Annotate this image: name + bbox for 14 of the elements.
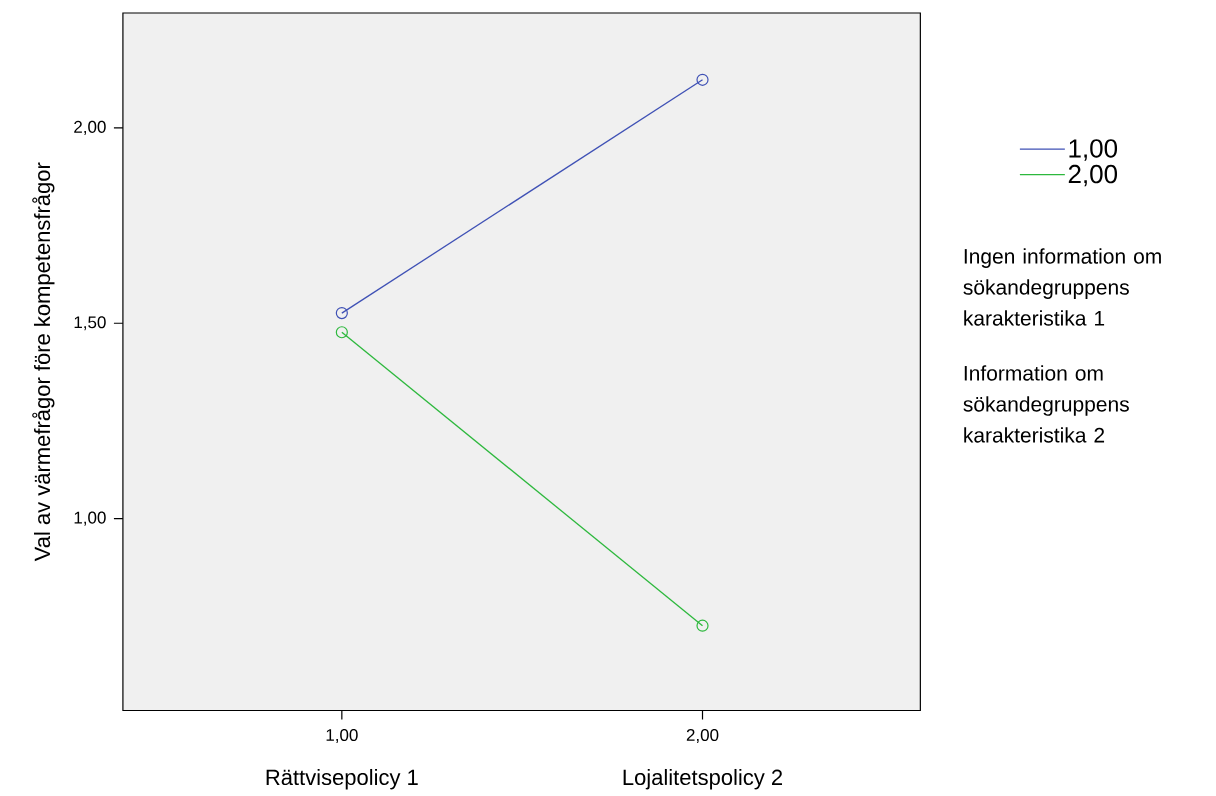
point (696, 619, 709, 632)
text: Ingen information om sökandegruppens karakteristika 1 (963, 248, 1161, 326)
text: Rättvisepolicy 1 (266, 768, 418, 790)
y-tick-label: 1,50 (74, 316, 106, 331)
y-tick-label: 1,00 (74, 511, 106, 526)
y-tick-label: 2,00 (74, 120, 106, 135)
point (335, 325, 348, 339)
legend-label: 2,00 (1068, 164, 1118, 187)
text: Information om sökandegruppens karakteristika 2 (963, 365, 1129, 443)
y-axis-title: Val av värmefrågor före kompetensfrågor (32, 162, 55, 562)
point (696, 73, 709, 86)
legend-label: 1,00 (1069, 139, 1118, 161)
point (335, 306, 348, 319)
text: Lojalitetspolicy 2 (623, 768, 783, 790)
